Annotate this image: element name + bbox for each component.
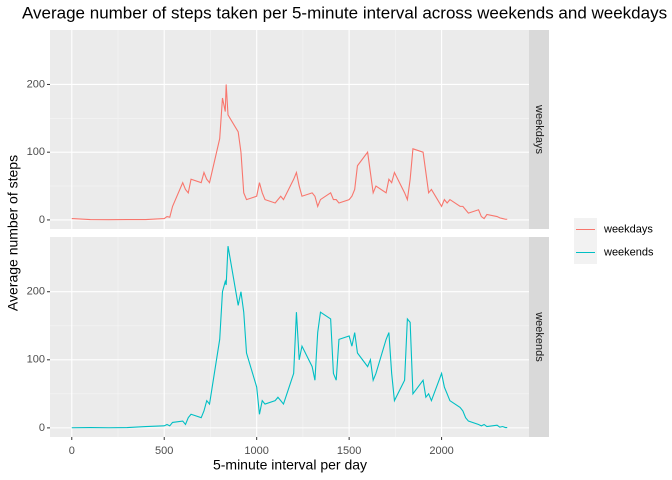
x-tick-label: 1500 <box>337 445 361 457</box>
x-tick-label: 2000 <box>429 445 453 457</box>
data-line <box>71 84 508 221</box>
legend-label: weekends <box>603 246 654 258</box>
facet-strip <box>529 30 549 229</box>
y-tick-label: 200 <box>27 286 45 298</box>
y-axis-label: Average number of steps <box>5 155 21 311</box>
y-tick-label: 0 <box>39 214 45 226</box>
facet-label: weekdays <box>533 104 545 154</box>
legend-entry: weekends <box>574 241 654 264</box>
facet-strip <box>529 237 549 437</box>
chart-title: Average number of steps taken per 5-minu… <box>22 3 667 22</box>
y-tick-label: 100 <box>27 354 45 366</box>
y-tick-label: 200 <box>27 78 45 90</box>
data-line <box>71 246 508 429</box>
legend-label: weekdays <box>603 223 653 235</box>
y-tick-label: 100 <box>27 146 45 158</box>
panel-background <box>50 30 529 229</box>
facet-label: weekends <box>533 311 545 362</box>
y-tick-label: 0 <box>39 422 45 434</box>
x-axis-label: 5-minute interval per day <box>213 457 367 473</box>
x-tick-label: 1000 <box>244 445 268 457</box>
legend-entry: weekdays <box>574 218 653 241</box>
panel-background <box>50 237 529 437</box>
x-tick-label: 0 <box>69 445 75 457</box>
x-tick-label: 500 <box>155 445 173 457</box>
